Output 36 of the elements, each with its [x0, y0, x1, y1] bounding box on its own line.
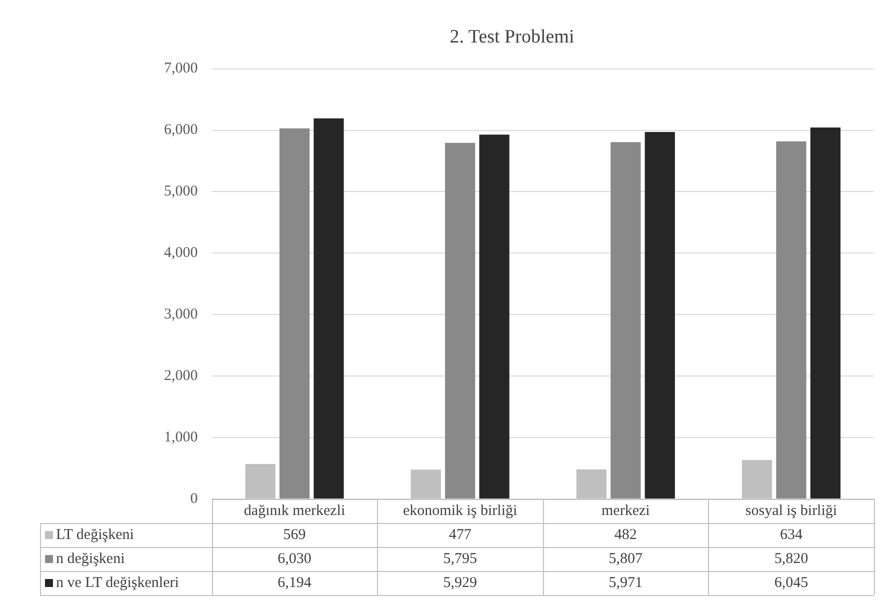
x-tick-label: ekonomik iş birliği	[403, 502, 518, 519]
data-label: 5,820	[774, 550, 808, 567]
bar	[445, 142, 476, 498]
y-tick-label: 4,000	[164, 245, 198, 262]
data-label: 634	[780, 526, 803, 543]
y-tick-label: 1,000	[164, 429, 198, 446]
data-label: 5,795	[443, 550, 477, 567]
x-tick-label: sosyal iş birliği	[745, 502, 838, 519]
data-label: 5,807	[608, 550, 644, 567]
x-tick-label: dağınık merkezli	[244, 502, 346, 519]
y-tick-label: 3,000	[164, 306, 198, 323]
bar	[644, 132, 675, 498]
data-label: 482	[614, 526, 637, 543]
data-label: 5,929	[443, 574, 477, 591]
y-tick-label: 6,000	[164, 122, 198, 138]
legend-label: LT değişkeni	[56, 526, 134, 543]
bar	[279, 128, 310, 498]
data-label: 6,030	[278, 550, 312, 567]
bar	[810, 127, 840, 498]
y-tick-label: 7,000	[164, 60, 198, 77]
data-label: 6,045	[774, 574, 808, 591]
bar	[610, 142, 641, 498]
y-tick-label: 2,000	[164, 368, 198, 384]
data-label: 6,194	[278, 574, 312, 591]
x-tick-label: merkezi	[602, 502, 650, 519]
chart-title: 2. Test Problemi	[450, 26, 574, 48]
bar	[776, 141, 806, 498]
data-label: 477	[448, 526, 472, 543]
y-tick-label: 5,000	[164, 184, 198, 200]
y-tick-label: 0	[190, 490, 198, 507]
bar	[314, 118, 344, 498]
data-label: 569	[283, 526, 306, 543]
bar	[479, 134, 510, 498]
legend-label: n değişkeni	[56, 550, 125, 567]
legend-label: n ve LT değişkenleri	[56, 574, 179, 591]
data-label: 5,971	[608, 574, 643, 591]
